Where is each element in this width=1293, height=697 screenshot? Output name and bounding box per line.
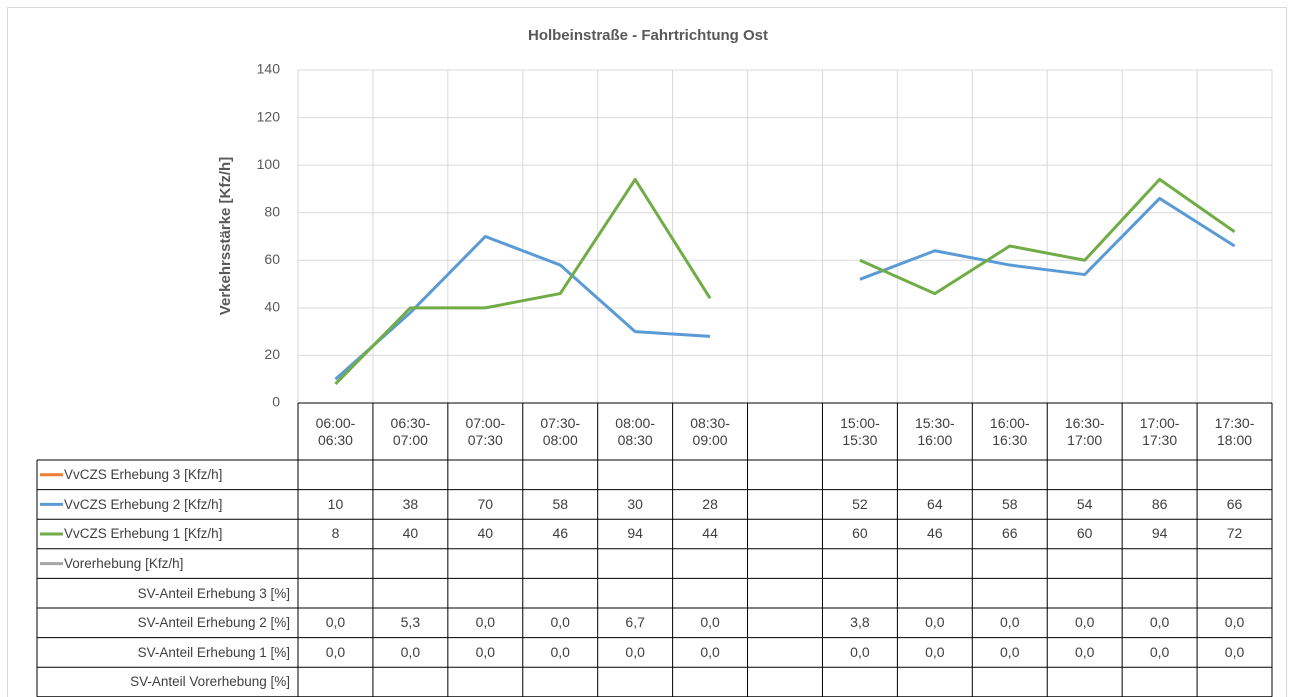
- table-value: 0,0: [700, 614, 720, 631]
- category-label: 16:30-17:00: [1064, 414, 1105, 448]
- table-value: 40: [402, 525, 419, 542]
- table-value: 5,3: [400, 614, 421, 631]
- table-value: 0,0: [475, 643, 496, 660]
- chart-border: [7, 7, 1287, 697]
- table-value: 0,0: [1149, 614, 1170, 631]
- table-value: 70: [477, 495, 494, 512]
- table-value: 8: [331, 525, 340, 542]
- table-value: 46: [552, 525, 569, 542]
- table-value: 0,0: [325, 614, 346, 631]
- y-axis-label: Verkehrsstärke [Kfz/h]: [217, 157, 234, 315]
- table-value: 10: [327, 495, 344, 512]
- category-label: 15:30-16:00: [914, 414, 955, 448]
- table-value: 52: [852, 495, 868, 512]
- y-tick-label: 120: [257, 108, 281, 124]
- series-line: [859, 196, 1236, 281]
- table-value: 58: [552, 495, 569, 512]
- table-value: 54: [1076, 495, 1093, 512]
- table-value: 44: [702, 525, 718, 542]
- table-value: 0,0: [925, 643, 945, 660]
- category-label: 15:00-15:30: [840, 414, 880, 448]
- table-value: 94: [627, 525, 643, 542]
- y-tick-label: 20: [264, 346, 280, 362]
- table-value: 46: [927, 525, 943, 542]
- series-line: [334, 177, 712, 386]
- series-line: [859, 177, 1236, 296]
- category-label: 08:00-08:30: [615, 414, 655, 448]
- y-tick-label: 60: [264, 251, 280, 267]
- category-label: 17:30-18:00: [1214, 414, 1255, 448]
- table-value: 0,0: [1000, 643, 1020, 660]
- legend-label: Vorerhebung [Kfz/h]: [64, 556, 184, 572]
- table-value: 0,0: [1000, 614, 1020, 631]
- y-tick-label: 80: [264, 203, 280, 219]
- category-label: 17:00-17:30: [1139, 414, 1180, 448]
- table-value: 0,0: [700, 643, 720, 660]
- legend-label: VvCZS Erhebung 3 [Kfz/h]: [64, 467, 223, 483]
- chart-title: Holbeinstraße - Fahrtrichtung Ost: [528, 27, 768, 44]
- table-value: 94: [1151, 525, 1168, 542]
- row-label: SV-Anteil Erhebung 2 [%]: [137, 615, 290, 631]
- category-label: 06:30-07:00: [390, 414, 431, 448]
- series-line: [334, 235, 711, 381]
- table-value: 66: [1226, 495, 1243, 512]
- category-label: 07:00-07:30: [465, 414, 506, 448]
- table-value: 3,8: [850, 614, 870, 631]
- table-value: 0,0: [1074, 614, 1095, 631]
- y-tick-label: 140: [257, 61, 281, 77]
- table-value: 0,0: [850, 643, 870, 660]
- table-value: 0,0: [1074, 643, 1095, 660]
- table-value: 0,0: [550, 643, 570, 660]
- table-value: 38: [402, 495, 419, 512]
- category-label: 16:00-16:30: [989, 414, 1030, 448]
- y-tick-label: 100: [257, 156, 281, 172]
- table-value: 0,0: [1224, 643, 1245, 660]
- table-value: 0,0: [475, 614, 496, 631]
- legend-label: VvCZS Erhebung 2 [Kfz/h]: [64, 496, 223, 512]
- table-value: 30: [627, 495, 643, 512]
- table-value: 0,0: [400, 643, 421, 660]
- y-tick-label: 40: [264, 299, 280, 315]
- table-value: 72: [1226, 525, 1243, 542]
- table-value: 0,0: [1224, 614, 1245, 631]
- table-value: 66: [1001, 525, 1018, 542]
- row-label: SV-Anteil Vorerhebung [%]: [130, 674, 290, 690]
- table-value: 86: [1151, 495, 1168, 512]
- y-tick-label: 0: [272, 394, 280, 410]
- row-label: SV-Anteil Erhebung 1 [%]: [137, 644, 290, 660]
- category-label: 08:30-09:00: [690, 414, 730, 448]
- table-value: 40: [477, 525, 494, 542]
- row-label: SV-Anteil Erhebung 3 [%]: [137, 585, 290, 601]
- legend-label: VvCZS Erhebung 1 [Kfz/h]: [64, 526, 223, 542]
- table-value: 0,0: [625, 643, 645, 660]
- category-label: 06:00-06:30: [315, 414, 356, 448]
- table-value: 28: [702, 495, 718, 512]
- table-value: 0,0: [1149, 643, 1170, 660]
- table-value: 58: [1001, 495, 1018, 512]
- category-label: 07:30-08:00: [540, 414, 581, 448]
- table-value: 0,0: [325, 643, 346, 660]
- table-value: 64: [927, 495, 943, 512]
- table-value: 60: [852, 525, 868, 542]
- table-value: 60: [1076, 525, 1093, 542]
- table-value: 0,0: [925, 614, 945, 631]
- table-value: 6,7: [625, 614, 645, 631]
- table-value: 0,0: [550, 614, 570, 631]
